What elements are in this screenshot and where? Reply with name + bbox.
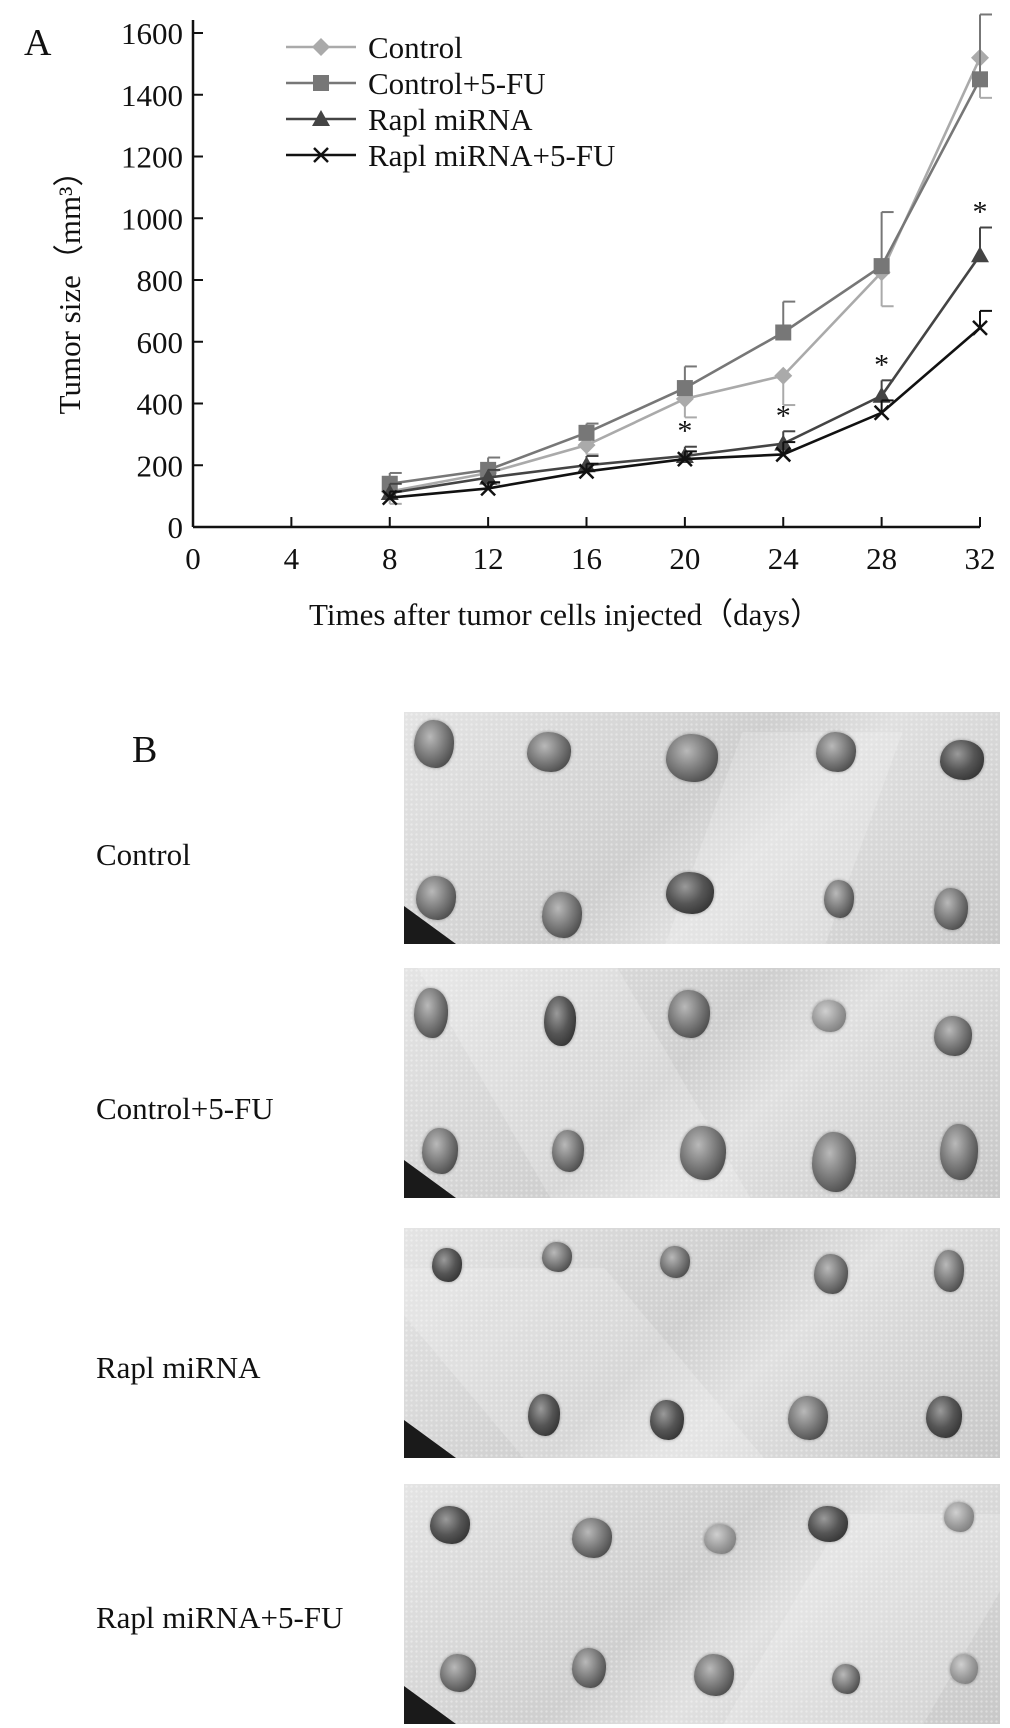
y-tick-label: 800 [137, 263, 184, 298]
y-tick-label: 600 [137, 325, 184, 360]
data-point [578, 463, 595, 480]
row-label-control-5fu: Control+5-FU [96, 1091, 274, 1126]
x-axis-label: Times after tumor cells injected（days） [309, 597, 821, 632]
annotation-layer: * * * * [677, 196, 987, 448]
data-point [872, 386, 891, 403]
tumor-photo-rapl-mirna-5fu [404, 1484, 1000, 1724]
legend-label: Rapl miRNA+5-FU [368, 138, 615, 173]
legend-label: Control [368, 30, 463, 65]
legend-marker [312, 38, 330, 56]
axis-ticks: 0 4 8 12 16 20 24 28 32 0 200 400 600 800 1000 1200 1400… [121, 16, 996, 576]
data-point [774, 366, 793, 385]
y-tick-label: 200 [137, 448, 184, 483]
tumor-growth-chart: 0 4 8 12 16 20 24 28 32 0 200 400 600 800 1000 1200 1400… [24, 13, 996, 632]
legend-item-0: Control [286, 30, 463, 65]
data-point [972, 319, 988, 336]
series-3 [381, 309, 992, 506]
data-point [775, 446, 792, 463]
data-point [873, 404, 890, 421]
significance-star: * [677, 415, 692, 448]
legend-marker [313, 147, 329, 163]
data-point [381, 489, 398, 506]
legend-item-3: Rapl miRNA+5-FU [286, 138, 615, 173]
y-tick-label: 400 [137, 387, 184, 422]
data-point [972, 71, 988, 88]
data-point [578, 424, 595, 441]
data-point [676, 451, 693, 467]
legend-label: Rapl miRNA [368, 102, 533, 137]
data-point [676, 380, 693, 397]
y-tick-label: 1200 [121, 140, 183, 175]
tumor-photo-control [404, 712, 1000, 944]
y-tick-label: 1400 [121, 78, 183, 113]
data-point [480, 480, 497, 497]
x-tick-label: 8 [382, 541, 398, 576]
panel-a-label: A [24, 22, 52, 64]
x-tick-label: 24 [768, 541, 800, 576]
row-label-rapl-mirna: Rapl miRNA [96, 1350, 261, 1385]
y-axis-label: Tumor size（mm³） [52, 156, 87, 415]
y-tick-label: 1000 [121, 201, 183, 236]
legend-marker [312, 110, 330, 126]
tumor-photo-control-5fu [404, 968, 1000, 1198]
significance-star: * [776, 399, 791, 432]
legend-item-2: Rapl miRNA [286, 102, 533, 137]
significance-star: * [874, 348, 889, 381]
row-label-rapl-mirna-5fu: Rapl miRNA+5-FU [96, 1600, 344, 1635]
legend-marker [313, 75, 329, 91]
data-point [775, 324, 792, 341]
data-point [971, 246, 989, 263]
series-layer [380, 13, 992, 506]
x-tick-label: 12 [473, 541, 504, 576]
x-tick-label: 20 [669, 541, 700, 576]
legend-label: Control+5-FU [368, 66, 546, 101]
y-tick-label: 0 [168, 510, 184, 545]
x-tick-label: 32 [965, 541, 996, 576]
tumor-photo-rapl-mirna [404, 1228, 1000, 1458]
x-tick-label: 16 [571, 541, 602, 576]
x-tick-label: 4 [284, 541, 300, 576]
row-label-control: Control [96, 837, 191, 872]
y-tick-label: 1600 [121, 16, 183, 51]
data-point [873, 258, 890, 275]
significance-star: * [973, 196, 988, 229]
panel-b-label: B [132, 729, 158, 771]
x-tick-label: 0 [185, 541, 201, 576]
data-point [479, 468, 498, 485]
legend-item-1: Control+5-FU [286, 66, 546, 101]
x-tick-label: 28 [866, 541, 897, 576]
